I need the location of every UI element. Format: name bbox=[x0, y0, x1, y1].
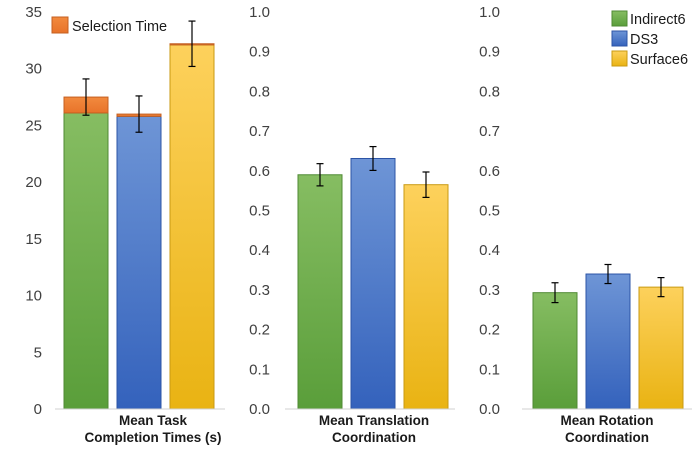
error-bar-indirect6 bbox=[316, 163, 324, 187]
legend-label: Indirect6 bbox=[630, 12, 686, 28]
y-tick-label: 1.0 bbox=[249, 4, 270, 21]
y-tick-label: 20 bbox=[25, 174, 42, 191]
legend-item-surface6: Surface6 bbox=[611, 50, 688, 68]
y-tick-label: 5 bbox=[34, 344, 42, 361]
y-tick-label: 0.1 bbox=[249, 361, 270, 378]
category-label: Mean Task Completion Times (s) bbox=[84, 413, 221, 445]
bar-ds3 bbox=[350, 157, 396, 410]
chart-panel-2: 0.0 0.1 0.2 0.3 0.4 0.5 0.6 0.7 0.8 0.9 1.0 Mean Tr… bbox=[249, 4, 455, 445]
y-tick-label: 0.2 bbox=[249, 322, 270, 339]
category-label: Mean Rotation Coordination bbox=[561, 413, 654, 445]
y-tick-label: 1.0 bbox=[479, 4, 500, 21]
y-tick-label: 0.6 bbox=[249, 163, 270, 180]
error-bar-surface6 bbox=[657, 276, 665, 298]
y-tick-label: 15 bbox=[25, 231, 42, 248]
bar-indirect6 bbox=[63, 112, 109, 410]
bar-indirect6 bbox=[297, 174, 343, 410]
y-tick-label: 0.2 bbox=[479, 322, 500, 339]
error-bar-indirect6 bbox=[551, 282, 559, 304]
y-tick-label: 0.0 bbox=[249, 401, 270, 418]
category-label: Mean Translation Coordination bbox=[319, 413, 429, 445]
legend-series: Indirect6 DS3 Surface6 bbox=[611, 10, 688, 68]
y-tick-label: 25 bbox=[25, 117, 42, 134]
y-tick-label: 0.0 bbox=[479, 401, 500, 418]
y-tick-label: 0.8 bbox=[249, 83, 270, 100]
legend-label: Surface6 bbox=[630, 52, 688, 68]
y-tick-label: 0.8 bbox=[479, 83, 500, 100]
legend-swatch bbox=[611, 30, 628, 47]
error-bar-ds3 bbox=[135, 95, 143, 133]
y-tick-label: 0.7 bbox=[479, 123, 500, 140]
y-tick-label: 0.7 bbox=[249, 123, 270, 140]
y-tick-label: 35 bbox=[25, 4, 42, 21]
y-tick-label: 0.9 bbox=[479, 44, 500, 61]
legend-swatch bbox=[611, 50, 628, 67]
y-tick-label: 0.5 bbox=[249, 203, 270, 220]
bar-surface6 bbox=[403, 184, 449, 410]
error-bar-indirect6 bbox=[82, 78, 90, 116]
bar-surface6 bbox=[169, 44, 215, 410]
error-bar-ds3 bbox=[369, 145, 377, 172]
y-tick-label: 0.4 bbox=[479, 242, 500, 259]
legend-item-ds3: DS3 bbox=[611, 30, 658, 48]
y-tick-label: 0.5 bbox=[479, 203, 500, 220]
legend-swatch bbox=[51, 16, 69, 34]
error-bar-surface6 bbox=[188, 20, 196, 68]
y-tick-label: 0.1 bbox=[479, 361, 500, 378]
y-tick-label: 0.3 bbox=[479, 282, 500, 299]
error-bar-surface6 bbox=[422, 171, 430, 198]
bar-ds3 bbox=[585, 273, 631, 410]
bar-ds3 bbox=[116, 115, 162, 410]
y-tick-label: 0.6 bbox=[479, 163, 500, 180]
y-tick-label: 0.3 bbox=[249, 282, 270, 299]
y-tick-label: 0 bbox=[34, 401, 42, 418]
y-tick-label: 30 bbox=[25, 61, 42, 78]
error-bar-ds3 bbox=[604, 263, 612, 285]
legend-label: Selection Time bbox=[72, 19, 167, 35]
legend-selection-time: Selection Time bbox=[51, 16, 167, 35]
y-tick-label: 0.4 bbox=[249, 242, 270, 259]
bar-indirect6 bbox=[532, 292, 578, 410]
y-tick-label: 10 bbox=[25, 288, 42, 305]
chart-panel-3: 0.0 0.1 0.2 0.3 0.4 0.5 0.6 0.7 0.8 0.9 1.0 Mean Ro… bbox=[479, 4, 692, 445]
legend-label: DS3 bbox=[630, 32, 658, 48]
chart-panel-1: 0 5 10 15 20 25 30 35 Mean Task Completion Times … bbox=[25, 4, 225, 445]
bar-surface6 bbox=[638, 286, 684, 410]
y-tick-label: 0.9 bbox=[249, 44, 270, 61]
legend-swatch bbox=[611, 10, 628, 27]
legend-item-indirect6: Indirect6 bbox=[611, 10, 686, 28]
